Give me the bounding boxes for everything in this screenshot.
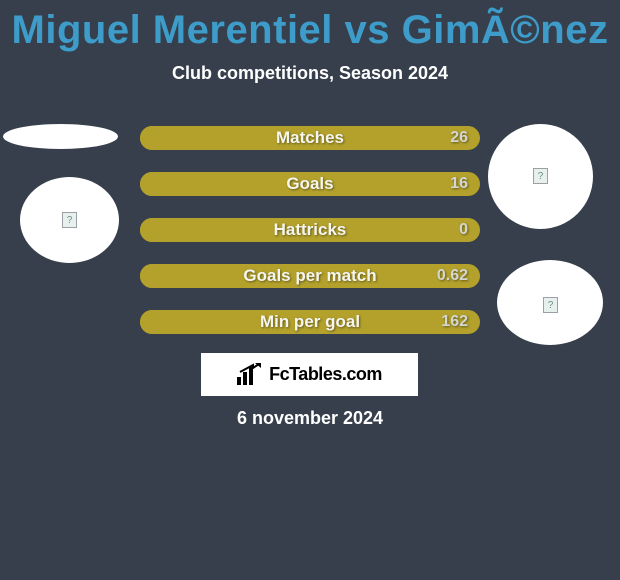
bar-value: 16 [450, 172, 468, 196]
bar-value: 162 [441, 310, 468, 334]
left-shadow-ellipse [3, 124, 118, 149]
bar-label: Matches [140, 126, 480, 150]
stat-row-min-per-goal: Min per goal 162 [140, 310, 480, 334]
attribution-badge: FcTables.com [201, 353, 418, 396]
infographic-root: Miguel Merentiel vs GimÃ©nez Club compet… [0, 0, 620, 580]
bar-value: 26 [450, 126, 468, 150]
stat-row-matches: Matches 26 [140, 126, 480, 150]
stat-row-goals: Goals 16 [140, 172, 480, 196]
bar-value: 0 [459, 218, 468, 242]
barchart-icon [237, 365, 263, 385]
bar-value: 0.62 [437, 264, 468, 288]
arrow-icon [239, 363, 261, 373]
bar-label: Hattricks [140, 218, 480, 242]
page-title: Miguel Merentiel vs GimÃ©nez [0, 0, 620, 53]
placeholder-icon: ? [543, 297, 558, 313]
date-text: 6 november 2024 [0, 408, 620, 429]
bar-label: Goals per match [140, 264, 480, 288]
stat-row-goals-per-match: Goals per match 0.62 [140, 264, 480, 288]
bar-label: Goals [140, 172, 480, 196]
stat-bars: Matches 26 Goals 16 Hattricks 0 Goals pe… [140, 126, 480, 356]
right-player-circle-2: ? [497, 260, 603, 345]
bar-label: Min per goal [140, 310, 480, 334]
stat-row-hattricks: Hattricks 0 [140, 218, 480, 242]
subtitle: Club competitions, Season 2024 [0, 63, 620, 84]
left-player-circle: ? [20, 177, 119, 263]
placeholder-icon: ? [533, 168, 548, 184]
attribution-text: FcTables.com [269, 364, 382, 385]
placeholder-icon: ? [62, 212, 77, 228]
right-player-circle-1: ? [488, 124, 593, 229]
